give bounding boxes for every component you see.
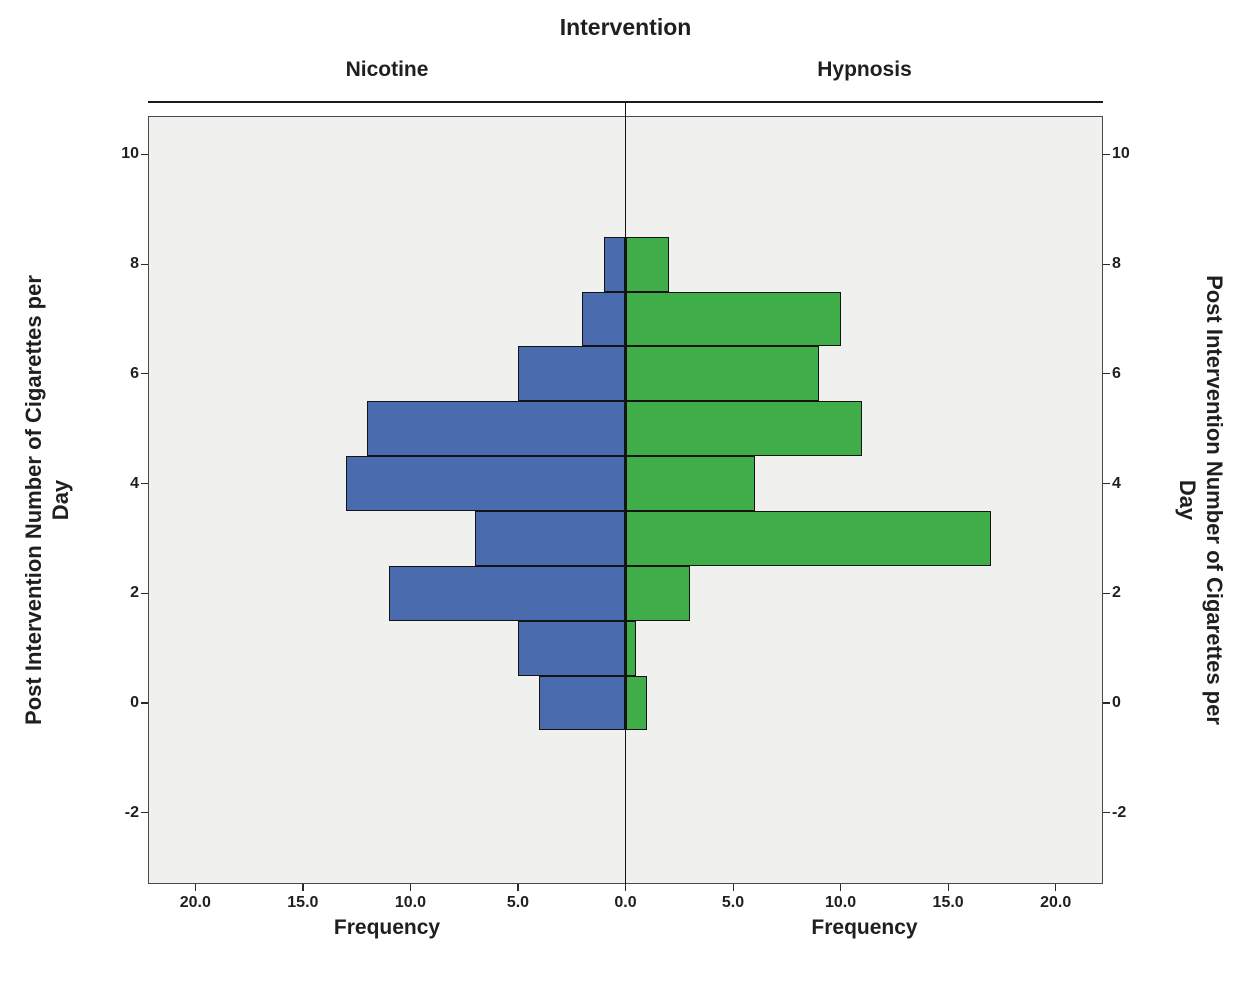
y-tick-mark [141,373,148,375]
y-axis-label-right-line2: Day [1175,479,1200,521]
y-axis-label-right-text: Post Intervention Number of Cigarettes p… [1174,116,1228,884]
y-tick-label: 6 [1112,364,1121,382]
bar-nicotine-2 [388,565,626,621]
y-axis-label-left-text: Post Intervention Number of Cigarettes p… [20,116,74,884]
x-tick-mark [409,884,412,891]
x-tick-mark [947,884,949,891]
y-tick-mark [1103,812,1110,814]
bar-nicotine-0 [539,675,626,731]
x-tick-mark [1055,884,1057,891]
x-axis-label-right: Frequency [811,916,918,939]
y-tick-mark [1103,153,1110,155]
y-tick-mark [141,263,148,265]
y-tick-mark [1103,373,1110,375]
x-tick-label: 10.0 [394,894,426,911]
y-tick-mark [1103,592,1110,594]
y-tick-label: 0 [1112,693,1121,711]
x-tick-mark [517,884,519,891]
y-tick-label: 2 [130,584,139,602]
x-tick-label: 10.0 [825,894,857,911]
y-tick-mark [141,702,148,704]
y-axis-label-left-line2: Day [48,479,73,521]
y-tick-label: 10 [1112,145,1130,163]
y-tick-label: 0 [130,693,139,711]
y-tick-mark [141,592,148,594]
x-tick-mark [840,884,842,891]
bar-nicotine-8 [603,236,626,292]
x-tick-mark [732,884,734,891]
bar-hypnosis-2 [625,565,691,621]
x-tick-mark [194,884,196,891]
y-tick-mark [1103,702,1110,704]
panel-label-nicotine: Nicotine [345,58,429,81]
panel-label-hypnosis: Hypnosis [817,58,912,81]
y-tick-mark [1103,482,1110,485]
x-tick-label: 0.0 [614,894,637,911]
x-tick-label: 15.0 [287,894,319,911]
y-tick-label: 6 [130,364,139,382]
x-tick-mark [302,884,304,891]
bar-nicotine-7 [582,291,626,347]
bar-hypnosis-6 [625,346,820,402]
x-tick-label: 15.0 [932,894,964,911]
y-tick-mark [141,482,148,485]
bar-nicotine-1 [517,620,626,676]
x-tick-label: 20.0 [1040,894,1072,911]
y-tick-mark [141,153,148,155]
y-axis-label-left-line1: Post Intervention Number of Cigarettes p… [21,275,46,725]
y-tick-mark [141,812,148,814]
y-tick-label: 8 [130,255,139,273]
bar-hypnosis-4 [625,456,755,511]
bar-hypnosis-7 [625,291,841,347]
x-tick-label: 5.0 [721,894,745,911]
x-axis-label-left: Frequency [333,916,441,939]
y-tick-label: 4 [1112,474,1121,492]
y-tick-label: 10 [121,145,139,163]
y-tick-label: 8 [1112,255,1121,273]
bar-hypnosis-1 [625,620,637,676]
y-tick-label: -2 [1112,803,1127,821]
bar-hypnosis-0 [625,675,647,731]
bar-nicotine-6 [517,346,626,402]
center-axis-line [624,101,627,884]
y-tick-label: 2 [1112,584,1121,602]
bar-hypnosis-3 [625,510,992,566]
y-tick-label: -2 [124,803,139,821]
bar-nicotine-4 [345,456,626,511]
bar-hypnosis-8 [625,236,669,292]
y-axis-label-right-line1: Post Intervention Number of Cigarettes p… [1202,275,1227,725]
chart-title: Intervention [559,14,692,40]
y-tick-label: 4 [130,474,139,492]
x-tick-mark [625,884,627,891]
bar-hypnosis-5 [625,401,863,457]
bar-nicotine-5 [367,401,626,457]
x-tick-label: 5.0 [506,894,530,911]
x-tick-label: 20.0 [179,894,211,911]
y-tick-mark [1103,263,1110,265]
bar-nicotine-3 [474,510,626,566]
